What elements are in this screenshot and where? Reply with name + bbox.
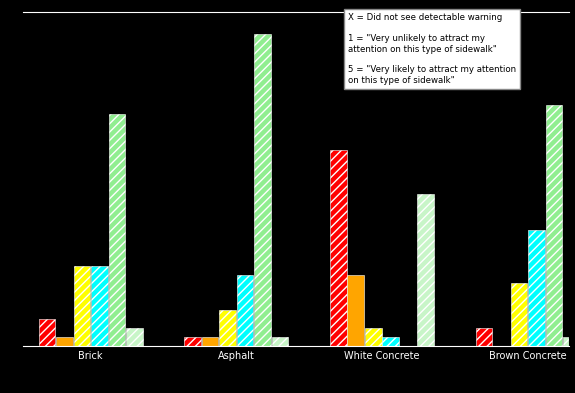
Bar xyxy=(330,150,347,346)
Bar xyxy=(91,266,108,346)
Bar xyxy=(184,337,201,346)
Bar xyxy=(56,337,72,346)
Bar xyxy=(219,310,236,346)
Bar xyxy=(417,195,434,346)
Bar xyxy=(39,319,55,346)
Bar xyxy=(237,275,254,346)
Bar xyxy=(126,328,143,346)
Bar xyxy=(511,283,527,346)
Bar xyxy=(546,105,562,346)
Bar xyxy=(271,337,288,346)
Bar xyxy=(74,266,90,346)
Bar xyxy=(476,328,492,346)
Text: X = Did not see detectable warning

1 = "Very unlikely to attract my
attention o: X = Did not see detectable warning 1 = "… xyxy=(348,13,516,85)
Bar xyxy=(109,114,125,346)
Bar xyxy=(528,230,545,346)
Bar xyxy=(563,337,575,346)
Bar xyxy=(365,328,382,346)
Bar xyxy=(382,337,399,346)
Bar xyxy=(202,337,218,346)
Bar xyxy=(347,275,364,346)
Bar xyxy=(254,34,271,346)
